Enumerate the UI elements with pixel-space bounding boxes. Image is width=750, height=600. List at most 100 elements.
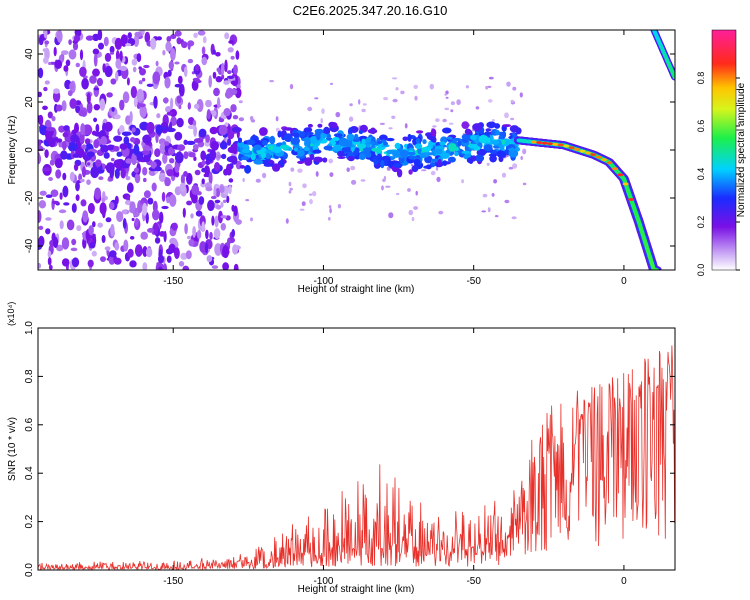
heatmap-cell (125, 43, 132, 47)
heatmap-cell (303, 146, 309, 152)
heatmap-cell (446, 136, 453, 140)
heatmap-cell (445, 90, 449, 95)
heatmap-cell (48, 177, 53, 181)
heatmap-cell (307, 123, 313, 128)
heatmap-cell (407, 133, 412, 142)
heatmap-cell (218, 124, 228, 136)
heatmap-cell (512, 86, 517, 91)
heatmap-cell (130, 236, 135, 240)
heatmap-cell (238, 117, 245, 122)
spectrogram-y-tick-label: 40 (24, 48, 35, 60)
heatmap-cell (122, 91, 130, 104)
heatmap-cell (385, 137, 395, 142)
heatmap-cell (42, 48, 48, 52)
heatmap-cell (432, 125, 437, 128)
heatmap-cell (70, 134, 80, 143)
heatmap-cell (435, 118, 440, 122)
heatmap-cell (321, 108, 325, 114)
heatmap-cell (179, 182, 186, 192)
heatmap-cell (259, 127, 268, 136)
heatmap-cell (68, 39, 72, 45)
heatmap-cell (139, 68, 146, 76)
heatmap-cell (109, 168, 115, 179)
heatmap-cell (68, 49, 77, 60)
heatmap-cell (138, 80, 143, 85)
heatmap-cell (183, 66, 188, 78)
heatmap-cell (134, 244, 143, 257)
heatmap-cell (490, 140, 500, 145)
heatmap-cell (434, 148, 443, 155)
heatmap-cell (448, 122, 454, 125)
heatmap-cell (205, 100, 212, 108)
snr-y-label: SNR (10 * v/v) (7, 417, 18, 481)
heatmap-cell (164, 141, 170, 146)
heatmap-cell (314, 97, 319, 100)
heatmap-cell (71, 257, 80, 268)
snr-y-multiplier: (x10⁴) (6, 302, 16, 326)
heatmap-cell (461, 121, 470, 129)
spectrogram-x-tick-label: 0 (621, 276, 627, 287)
heatmap-cell (299, 208, 305, 211)
heatmap-cell (130, 137, 136, 143)
heatmap-cell (289, 83, 294, 90)
heatmap-cell (222, 245, 230, 259)
heatmap-cell (227, 47, 234, 53)
heatmap-cell (81, 77, 89, 90)
heatmap-cell (113, 114, 121, 120)
heatmap-cell (530, 140, 537, 144)
heatmap-cell (307, 106, 313, 112)
heatmap-cell (61, 100, 67, 112)
heatmap-cell (290, 137, 300, 145)
colorbar-tick-label: 0.6 (696, 120, 706, 133)
heatmap-cell (183, 171, 188, 177)
heatmap-cell (205, 159, 211, 165)
heatmap-cell (150, 161, 157, 169)
heatmap-cell (168, 243, 176, 253)
heatmap-cell (152, 209, 160, 221)
heatmap-cell (47, 111, 53, 119)
heatmap-cell (622, 182, 629, 186)
heatmap-cell (72, 153, 81, 158)
heatmap-cell (279, 158, 285, 167)
spectrogram-y-tick-label: -40 (24, 238, 35, 253)
heatmap-cell (447, 156, 456, 163)
heatmap-cell (474, 154, 484, 162)
heatmap-cell (170, 116, 177, 126)
snr-y-tick-label: 0.0 (24, 563, 35, 577)
heatmap-cell (393, 163, 403, 168)
heatmap-cell (495, 129, 500, 136)
heatmap-cell (38, 225, 44, 230)
heatmap-cell (104, 52, 112, 62)
heatmap-cell (322, 157, 328, 163)
heatmap-cell (169, 194, 177, 207)
heatmap-cell (192, 226, 197, 238)
heatmap-cell (366, 143, 371, 148)
heatmap-cell (223, 80, 230, 85)
heatmap-cell (95, 123, 100, 133)
heatmap-cell (106, 92, 113, 98)
heatmap-cell (194, 103, 200, 109)
heatmap-cell (301, 201, 306, 207)
heatmap-cell (73, 163, 79, 171)
heatmap-cell (119, 125, 125, 134)
spectrogram-y-ticks: -40 -20 0 20 40 (24, 48, 675, 253)
heatmap-cell (195, 79, 202, 84)
heatmap-cell (140, 231, 148, 240)
heatmap-cell (464, 128, 472, 135)
heatmap-cell (159, 211, 164, 224)
heatmap-cell (197, 30, 206, 36)
heatmap-cell (413, 206, 418, 210)
heatmap-cell (176, 117, 184, 128)
heatmap-cell (392, 150, 401, 158)
heatmap-cell (233, 263, 239, 270)
heatmap-cell (82, 210, 89, 223)
heatmap-cell (350, 165, 356, 171)
heatmap-cell (472, 123, 483, 131)
heatmap-cell (48, 137, 56, 148)
heatmap-cell (337, 204, 341, 209)
heatmap-cell (450, 101, 455, 106)
heatmap-cell (358, 99, 361, 105)
heatmap-cell (367, 128, 378, 134)
heatmap-cell (169, 158, 175, 164)
